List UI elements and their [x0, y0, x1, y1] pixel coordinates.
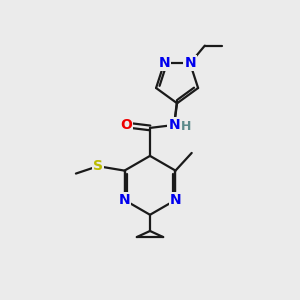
- Text: N: N: [168, 118, 180, 132]
- Text: N: N: [158, 56, 170, 70]
- Text: N: N: [184, 56, 196, 70]
- Text: H: H: [181, 120, 192, 133]
- Text: N: N: [170, 193, 181, 207]
- Text: O: O: [120, 118, 132, 132]
- Text: S: S: [93, 159, 103, 173]
- Text: N: N: [119, 193, 130, 207]
